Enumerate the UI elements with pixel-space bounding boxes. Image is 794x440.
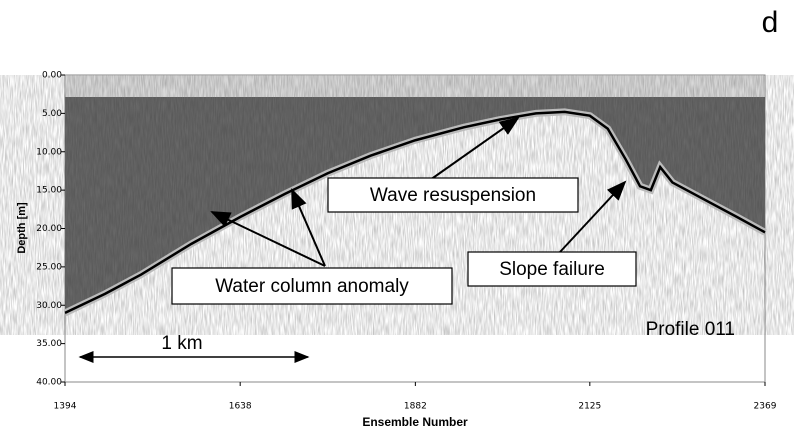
y-axis-title: Depth [m] — [16, 202, 28, 254]
arrow — [559, 180, 627, 253]
scale-label: 1 km — [161, 333, 202, 354]
annotation: Slope failure — [499, 259, 605, 280]
annotations: Wave resuspension Slope failure Water co… — [78, 116, 735, 363]
arrow — [210, 211, 326, 267]
y-tick-label: 5.00 — [42, 109, 62, 119]
x-tick-label: 1394 — [54, 402, 77, 412]
arrow — [429, 116, 520, 181]
x-tick-label: 2369 — [754, 402, 777, 412]
annotation-box — [467, 251, 637, 287]
arrow — [291, 188, 326, 267]
y-tick-label: 20.00 — [36, 224, 62, 234]
y-tick-label: 15.00 — [36, 186, 62, 196]
y-tick-label: 10.00 — [36, 147, 62, 157]
annotation: Water column anomaly — [215, 276, 409, 297]
backscatter-noise — [65, 97, 765, 313]
y-tick-label: 40.00 — [36, 378, 62, 388]
x-tick-label: 2125 — [578, 402, 601, 412]
x-tick-label: 1882 — [404, 402, 427, 412]
x-tick-label: 1638 — [229, 402, 252, 412]
y-tick-label: 25.00 — [36, 262, 62, 272]
annotation-box — [327, 177, 579, 213]
annotation-box — [171, 267, 453, 305]
annotation: Wave resuspension — [370, 185, 536, 206]
y-tick-label: 30.00 — [36, 301, 62, 311]
annotation: Profile 011 — [646, 319, 735, 340]
x-axis-title: Ensemble Number — [362, 415, 468, 429]
surface-band — [66, 76, 764, 98]
y-tick-label: 35.00 — [36, 339, 62, 349]
panel-label: d — [762, 6, 779, 39]
y-tick-label: 0.00 — [42, 71, 62, 81]
